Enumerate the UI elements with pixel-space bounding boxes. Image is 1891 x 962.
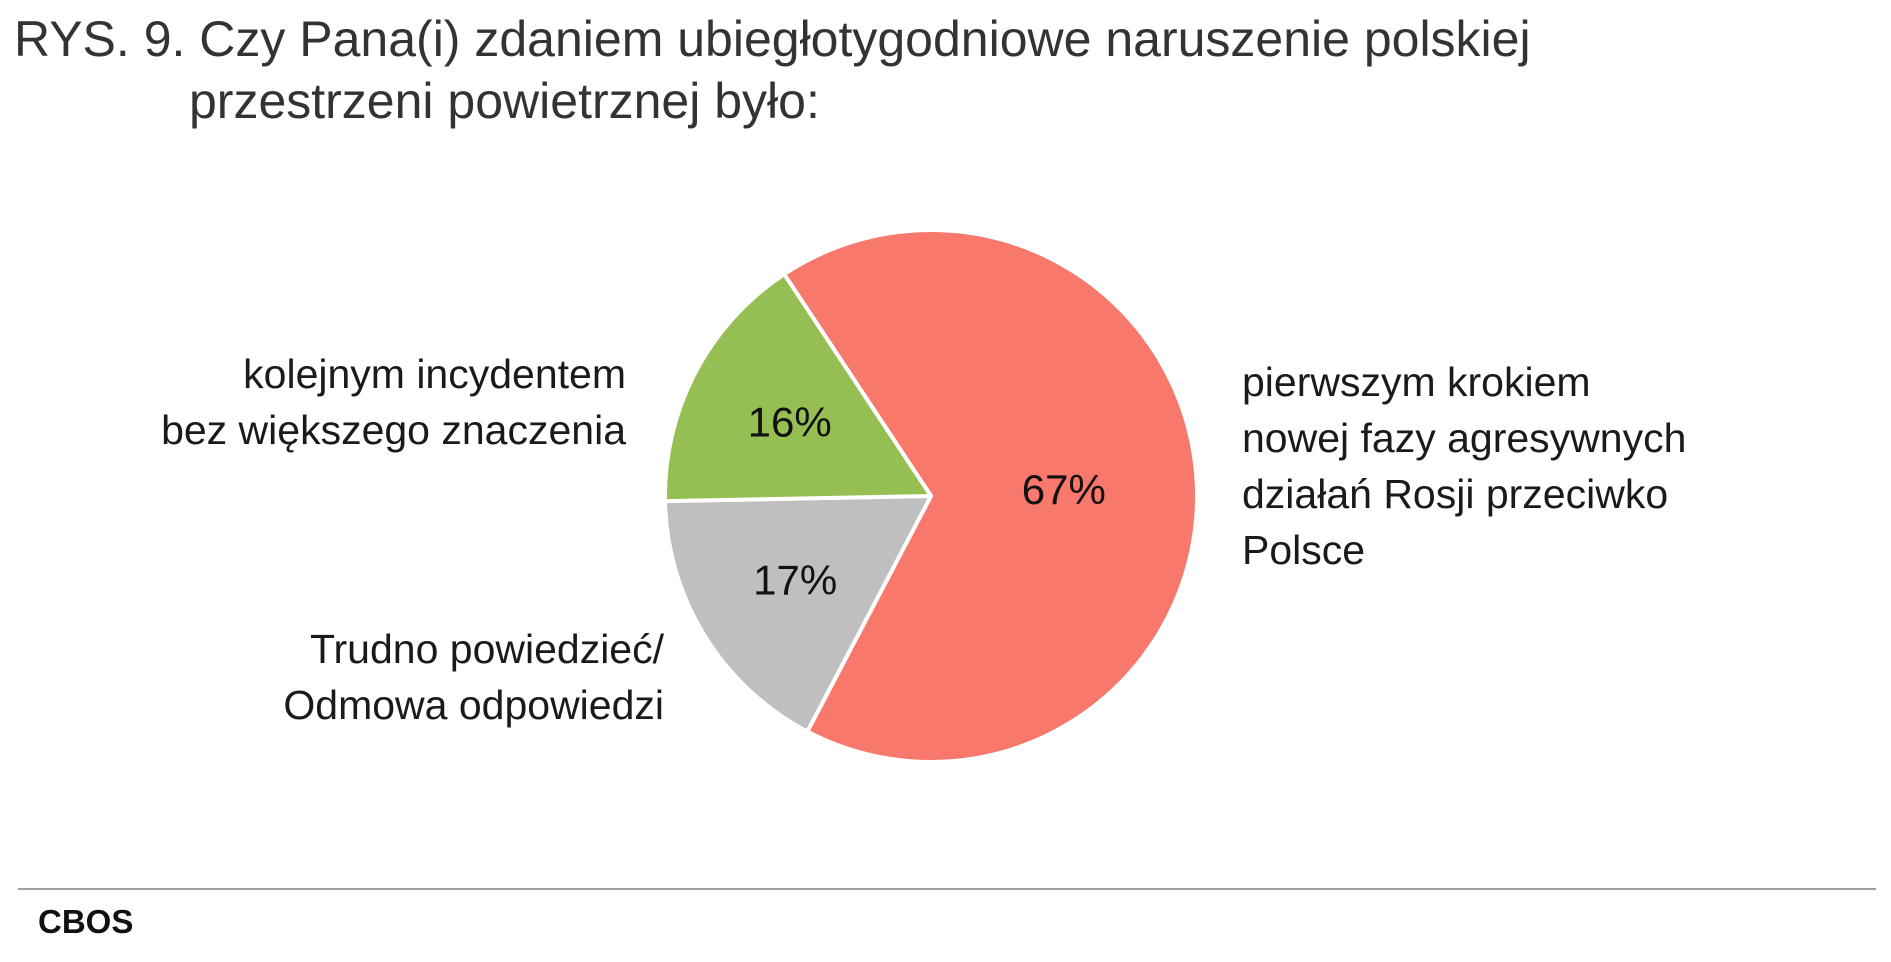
- slice-hard-to-say: [663, 494, 933, 734]
- slice-another-incident: [663, 272, 933, 504]
- chart-title: RYS. 9. Czy Pana(i) zdaniem ubiegłotygod…: [14, 8, 1531, 132]
- slice-value-first-step: 67%: [1022, 466, 1106, 513]
- slice-first-step: [782, 228, 1199, 764]
- pie-value-labels: 67% 17% 16%: [748, 398, 1106, 603]
- chart-title-line-1: RYS. 9. Czy Pana(i) zdaniem ubiegłotygod…: [14, 11, 1531, 67]
- slice-label-first-step: pierwszym krokiem nowej fazy agresywnych…: [1242, 359, 1687, 573]
- slice-label-another-incident: kolejnym incydentem bez większego znacze…: [161, 351, 626, 453]
- footer-divider: [18, 888, 1876, 890]
- pie-slices: [663, 228, 1199, 764]
- slice-value-another-incident: 16%: [748, 398, 832, 445]
- slice-value-hard-to-say: 17%: [753, 556, 837, 603]
- chart-title-line-2: przestrzeni powietrznej było:: [189, 73, 820, 129]
- source-label: CBOS: [38, 903, 134, 940]
- slice-label-hard-to-say: Trudno powiedzieć/ Odmowa odpowiedzi: [283, 626, 664, 728]
